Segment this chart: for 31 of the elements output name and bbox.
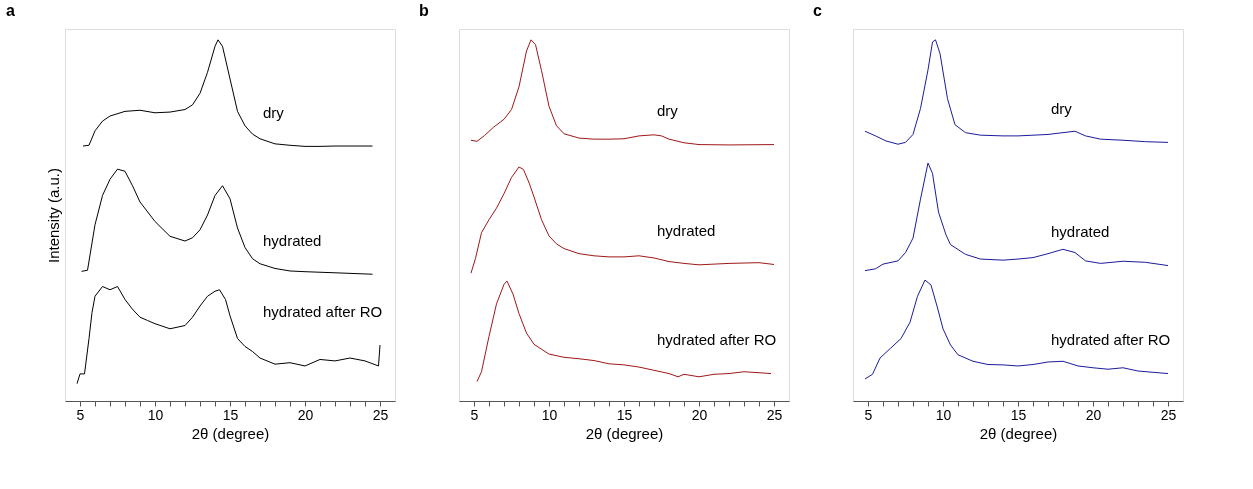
series-label: hydrated xyxy=(657,222,716,240)
series-label: hydrated after RO xyxy=(657,331,777,349)
series-label: dry xyxy=(263,103,285,121)
series-label: dry xyxy=(657,102,679,120)
x-tick-label: 15 xyxy=(222,406,239,423)
x-tick-label: 25 xyxy=(1160,406,1177,423)
x-tick-label: 25 xyxy=(372,406,389,423)
x-tick-label: 5 xyxy=(76,406,85,423)
x-tick-label: 5 xyxy=(864,406,873,423)
x-tick-label: 15 xyxy=(1010,406,1027,423)
x-tick-label: 10 xyxy=(147,406,164,423)
series-label: hydrated xyxy=(263,231,322,249)
series-label: hydrated after RO xyxy=(263,302,383,320)
chart-title: b xyxy=(419,2,429,19)
x-tick-label: 20 xyxy=(691,406,708,423)
x-tick-label: 5 xyxy=(470,406,479,423)
x-axis-title: 2θ (degree) xyxy=(585,424,664,442)
series-label: hydrated xyxy=(1051,223,1110,241)
x-tick-label: 20 xyxy=(1085,406,1102,423)
chart-title: c xyxy=(813,2,822,19)
series-label: dry xyxy=(1051,100,1073,118)
x-tick-label: 15 xyxy=(616,406,633,423)
x-tick-label: 10 xyxy=(541,406,558,423)
series-label: hydrated after RO xyxy=(1051,331,1171,349)
x-tick-label: 20 xyxy=(297,406,314,423)
x-tick-label: 10 xyxy=(935,406,952,423)
chart-title: a xyxy=(6,2,15,19)
y-axis-title: Intensity (a.u.) xyxy=(44,167,62,264)
x-axis-title: 2θ (degree) xyxy=(191,424,270,442)
x-axis-title: 2θ (degree) xyxy=(979,424,1058,442)
x-tick-label: 25 xyxy=(766,406,783,423)
